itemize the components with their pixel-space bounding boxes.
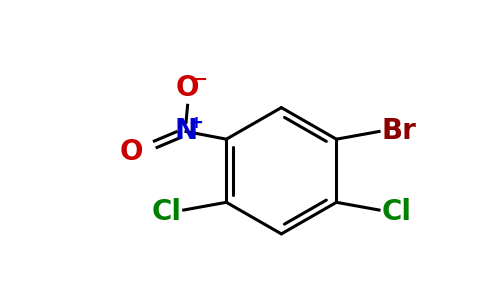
Text: Cl: Cl (381, 198, 411, 226)
Text: +: + (189, 114, 204, 132)
Text: Br: Br (381, 118, 416, 146)
Text: −: − (193, 71, 208, 89)
Text: O: O (176, 74, 199, 102)
Text: Cl: Cl (151, 198, 182, 226)
Text: N: N (174, 118, 197, 146)
Text: O: O (120, 137, 143, 166)
